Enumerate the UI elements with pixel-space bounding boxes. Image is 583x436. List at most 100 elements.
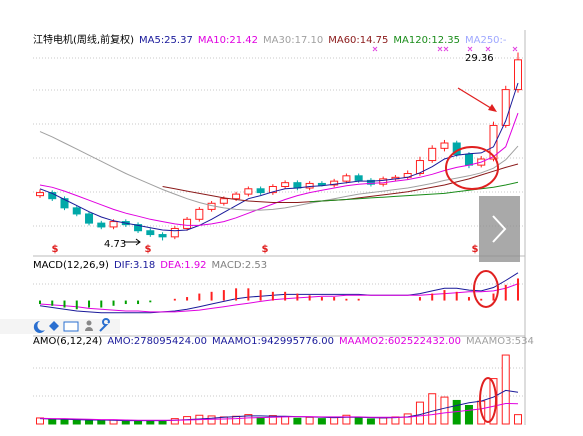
volume-bar [440,396,449,425]
signal: $ [145,244,152,255]
signal: $ [52,244,59,255]
icon-user-body[interactable] [85,327,93,331]
volume-bar [317,418,326,425]
volume-bar [36,417,44,425]
volume-bar [232,415,241,425]
candle-body [170,227,179,238]
volume-bar [415,401,424,425]
volume-bar [121,420,130,425]
grid [33,57,525,397]
volume-bar [293,417,302,425]
series-line [309,181,519,203]
toolbar-bg [0,319,120,334]
candle-body [97,222,106,228]
candle-body [305,182,314,189]
candle-body [317,182,326,186]
candle-body [501,89,510,126]
highlight-circle [479,377,497,423]
candle-body [379,178,388,185]
highlight-circle [473,270,499,308]
candle-body [109,221,118,228]
volume-bar [207,415,216,425]
toolbar [0,318,120,334]
candle-body [232,193,241,200]
candle-body [219,198,228,204]
candle-body [440,142,449,149]
signal: $ [472,244,479,255]
volume-bar [501,354,510,425]
volume-bar [268,415,277,425]
volume-bar [305,416,314,425]
icon-keyboard[interactable] [63,321,79,332]
volume-bar [366,418,375,425]
candle-body [146,230,155,236]
candle-body [354,175,363,181]
top-markers [372,46,518,52]
header-label: 江特电机(周线,前复权) [33,33,134,46]
header-label: AMO:278095424.00 [107,336,207,347]
chevron[interactable] [492,215,507,243]
icon-diamond[interactable] [49,321,59,331]
header-label: MAAMO2:602522432.00 [339,336,461,347]
next-button-bg[interactable] [479,196,520,262]
volume-bar [85,420,94,425]
next-button[interactable] [479,196,520,262]
volume-bar [170,418,179,425]
header-label: MACD:2.53 [212,260,268,271]
candle-body [342,175,351,182]
series-line [39,272,519,314]
series-line [39,402,519,421]
header-label: MA10:21.42 [198,35,258,46]
volume-bar [48,418,57,425]
candle-body [268,185,277,194]
candle-body [281,182,290,187]
icon-user[interactable] [86,320,92,326]
series-line [39,389,519,422]
header-label: MACD(12,26,9) [33,260,109,271]
volume-bar [428,393,437,425]
volume-bar [146,420,155,425]
candle-body [60,198,69,209]
icon-wrench[interactable] [99,318,111,332]
volume-bar [60,419,69,425]
candle-body [330,180,339,186]
series-line [39,283,519,313]
signal: $ [262,244,269,255]
series-line [39,131,519,211]
series-line [39,82,519,232]
candle-body [85,213,94,224]
header-label: MAAMO1:942995776.00 [212,336,334,347]
header-label: AMO(6,12,24) [33,336,102,347]
candle-body [195,208,204,220]
icon-moon[interactable] [33,320,45,333]
header-label: MAAMO3:534 [466,336,534,347]
highlight-circle [445,146,499,190]
series-line [39,112,519,226]
header-label: MA250:- [465,35,507,46]
volume-bar [158,420,167,425]
volume-bar [342,414,351,425]
candle-body [183,218,192,229]
volume-bar [379,417,388,425]
candle-body [415,160,424,175]
low-label: 4.73 [104,239,126,250]
candle-body [134,224,143,232]
volume-bar [281,416,290,425]
header-label: MA60:14.75 [328,35,388,46]
candle-body [158,234,167,238]
volume-bar [134,420,143,425]
volume-bar [354,416,363,425]
low-arrow [124,238,141,246]
volume-bar [244,414,253,425]
volume-bar [514,414,522,425]
candle-body [464,153,473,166]
red-arrow [457,87,495,111]
candle-body [514,59,522,91]
header-label: MA5:25.37 [139,35,193,46]
header-label: MA120:12.35 [393,35,460,46]
candle-body [36,192,44,197]
panels: 江特电机(周线,前复权) MA5:25.37 MA10:21.42 MA30:17.1… [33,33,534,425]
volume-bar [256,417,265,425]
candle-body [256,188,265,194]
